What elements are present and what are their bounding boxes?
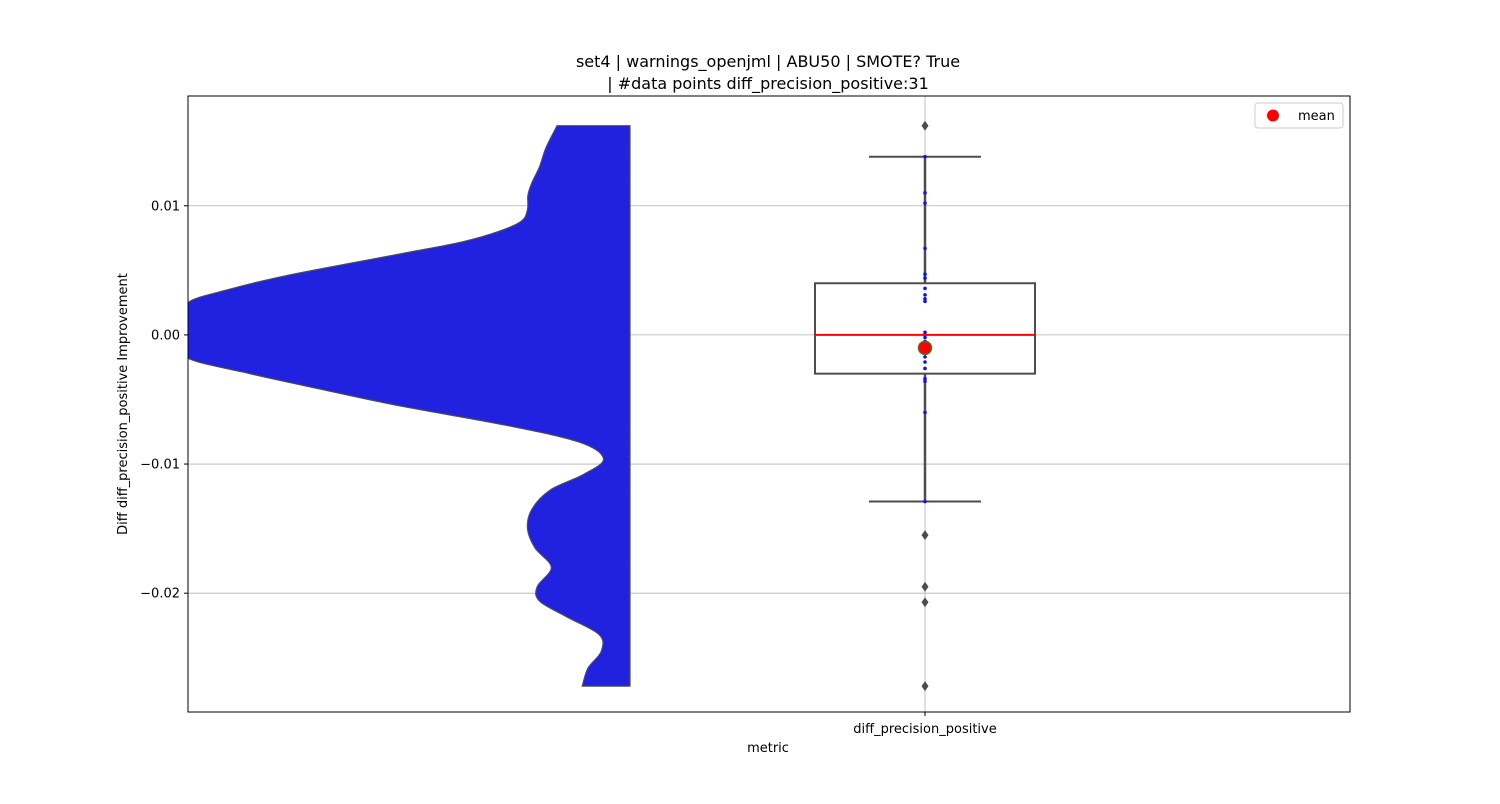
outlier-point [921, 681, 929, 692]
data-point [923, 272, 927, 277]
data-point [923, 366, 927, 371]
legend-frame [1254, 102, 1344, 129]
data-point [923, 499, 927, 504]
y-tick-label: 0.00 [151, 328, 180, 343]
chart-title-line-2: | #data points diff_precision_positive:3… [607, 74, 929, 94]
y-tick-label: −0.01 [140, 458, 180, 473]
axes-frame [187, 95, 1351, 713]
data-point [923, 246, 927, 251]
outlier-point [921, 597, 929, 608]
data-point [923, 410, 927, 415]
y-tick-label: 0.01 [151, 199, 180, 214]
data-point [923, 154, 927, 159]
data-point [923, 335, 927, 340]
y-tick-label: −0.02 [140, 587, 180, 602]
mean-marker [917, 340, 933, 356]
outlier-point [921, 581, 929, 592]
data-point [923, 379, 927, 384]
outlier-point [921, 530, 929, 541]
legend-mean-marker [1267, 109, 1279, 122]
data-point [923, 201, 927, 205]
outlier-point [921, 120, 929, 131]
data-point [923, 377, 927, 381]
data-point [923, 355, 927, 359]
plot-area: 0.01 0.00 −0.01 −0.02 [140, 95, 1351, 716]
data-point [923, 330, 927, 335]
data-point [923, 360, 927, 364]
data-point [923, 276, 927, 280]
data-point [923, 286, 927, 291]
legend-mean-label: mean [1298, 109, 1335, 124]
legend: mean [1254, 102, 1344, 129]
x-tick-label: diff_precision_positive [853, 722, 996, 737]
data-point [923, 299, 927, 304]
iqr-box [814, 282, 1036, 375]
violin-density [188, 125, 631, 687]
data-point [923, 191, 927, 195]
chart-title-line-1: set4 | warnings_openjml | ABU50 | SMOTE?… [576, 52, 960, 72]
y-axis-label: Diff diff_precision_positive Improvement [116, 273, 131, 535]
data-point [923, 293, 927, 297]
data-point [923, 296, 927, 301]
x-axis-label: metric [747, 741, 789, 756]
